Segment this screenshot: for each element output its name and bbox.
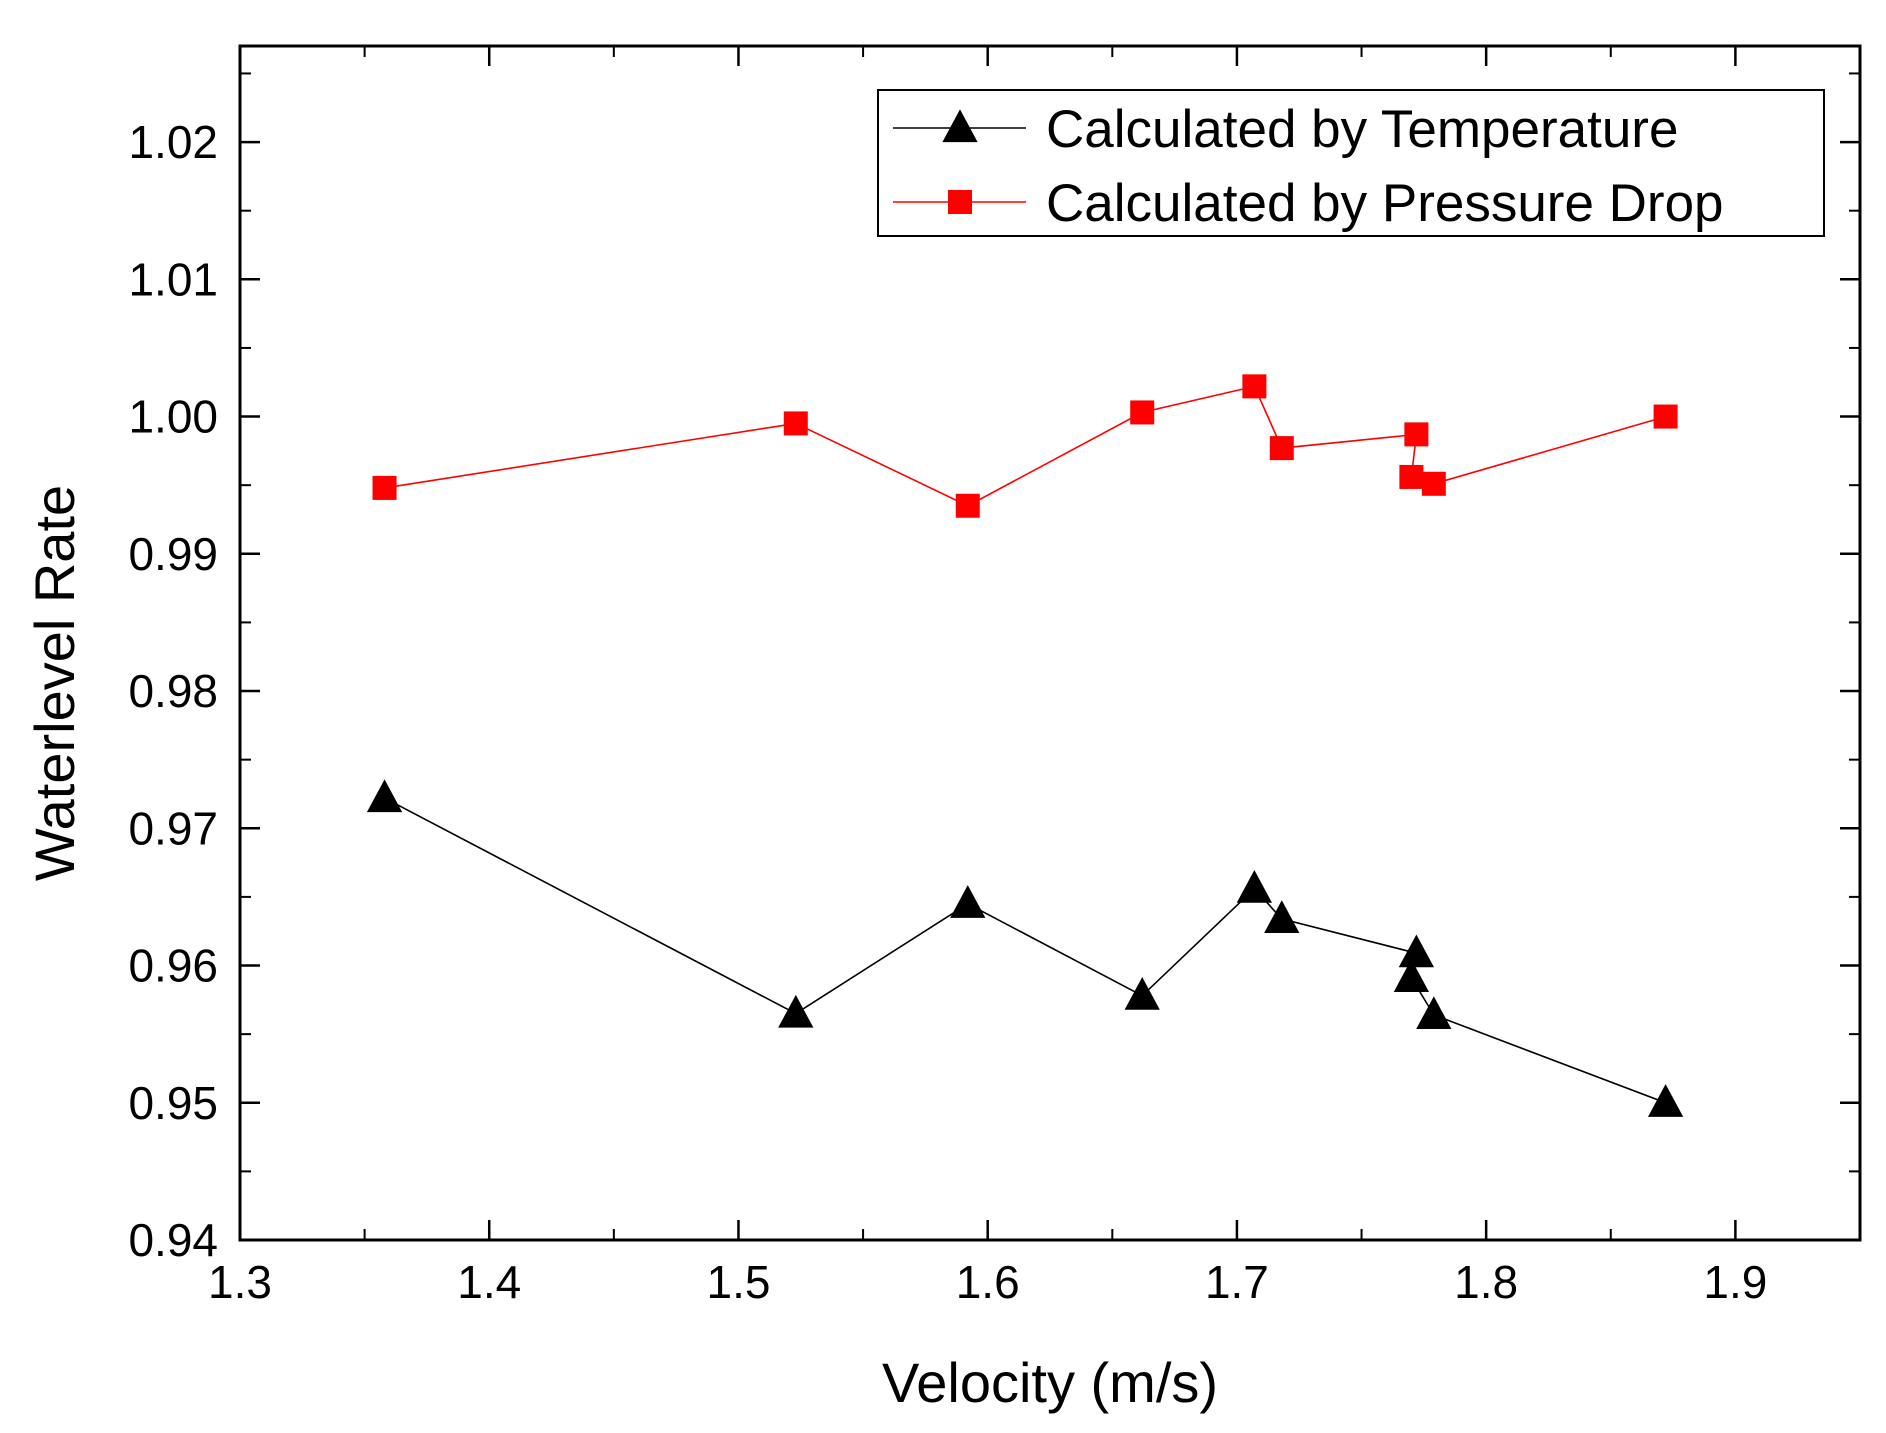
y-tick-label: 0.96 — [128, 940, 218, 992]
data-point-triangle — [1647, 1084, 1684, 1117]
legend-marker-shape — [942, 109, 978, 143]
data-point-triangle — [1398, 934, 1435, 968]
y-tick-label: 1.00 — [128, 391, 218, 443]
legend-label-pressure-drop: Calculated by Pressure Drop — [1046, 174, 1724, 233]
data-point-square — [1130, 400, 1155, 425]
legend-marker-temperature — [942, 109, 978, 143]
data-point-triangle — [366, 779, 403, 813]
data-point-triangle — [1124, 977, 1160, 1010]
y-axis-title: Waterlevel Rate — [23, 485, 86, 881]
axis-ticks — [238, 46, 1860, 1242]
data-point-square — [1653, 404, 1678, 429]
series-line — [384, 797, 1666, 1104]
y-tick-label: 0.94 — [128, 1214, 218, 1266]
data-point-triangle — [778, 994, 814, 1028]
data-point-square — [955, 493, 980, 518]
x-tick-label: 1.7 — [1205, 1256, 1269, 1308]
y-tick-label: 0.95 — [128, 1077, 218, 1129]
data-point-triangle — [1264, 900, 1300, 933]
y-tick-label: 0.97 — [128, 802, 218, 854]
y-tick-label: 1.02 — [128, 116, 218, 168]
x-tick-label: 1.8 — [1454, 1256, 1518, 1308]
data-point-triangle — [1393, 959, 1430, 992]
y-tick-label: 1.01 — [128, 253, 218, 305]
legend-marker-shape — [948, 190, 972, 214]
x-tick-label: 1.5 — [706, 1256, 770, 1308]
x-tick-label: 1.4 — [457, 1256, 521, 1308]
plot-series — [366, 374, 1684, 1117]
series-pressure-drop — [372, 374, 1678, 518]
y-tick-label: 0.99 — [128, 528, 218, 580]
legend-box — [877, 89, 1825, 237]
legend-label-temperature: Calculated by Temperature — [1046, 100, 1678, 159]
y-tick-label: 0.98 — [128, 665, 218, 717]
legend: Calculated by Temperature Calculated by … — [877, 89, 1825, 237]
data-point-square — [1269, 436, 1294, 461]
data-point-square — [372, 475, 397, 500]
data-point-triangle — [1236, 870, 1273, 903]
x-tick-label: 1.9 — [1703, 1256, 1767, 1308]
legend-marker-pressure-drop — [948, 190, 972, 214]
data-point-square — [1404, 422, 1429, 447]
data-point-square — [783, 411, 808, 436]
data-point-square — [1399, 464, 1424, 489]
data-point-square — [1242, 374, 1267, 399]
data-point-triangle — [950, 885, 986, 918]
x-tick-label: 1.3 — [208, 1256, 272, 1308]
plot-frame — [238, 44, 1862, 1242]
series-temperature — [366, 779, 1684, 1117]
data-point-triangle — [1416, 996, 1452, 1030]
axis-tick-labels: 1.3 1.4 1.5 1.6 1.7 1.8 1.9 0.94 0.95 0.96 0.97 0.9… — [128, 116, 1767, 1308]
x-tick-label: 1.6 — [956, 1256, 1020, 1308]
data-point-square — [1421, 471, 1446, 496]
x-axis-title: Velocity (m/s) — [882, 1351, 1218, 1414]
